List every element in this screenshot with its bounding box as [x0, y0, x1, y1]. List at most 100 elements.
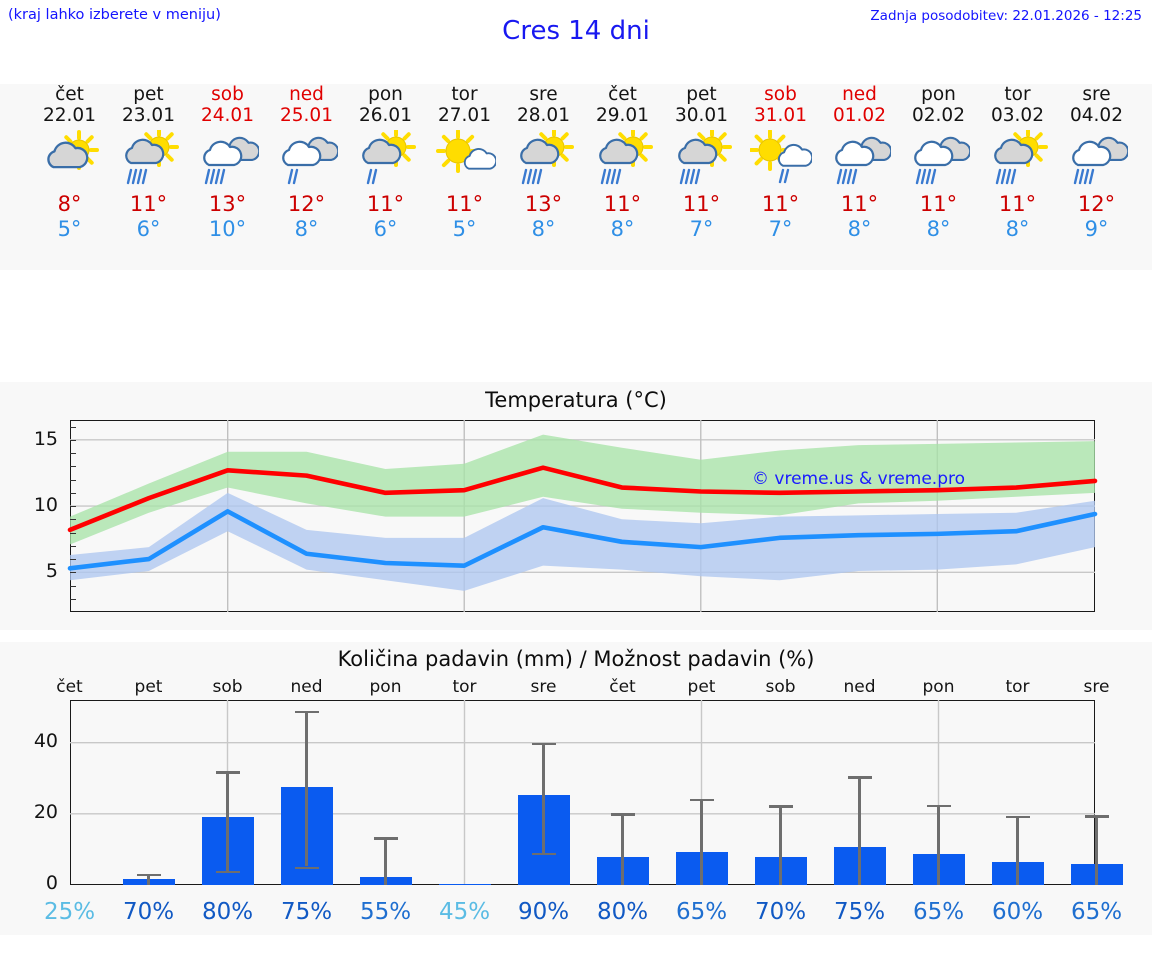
- day-name: sre: [1082, 84, 1111, 105]
- day-name: pet: [133, 84, 164, 105]
- precip-error-bar: [621, 813, 624, 885]
- precip-error-bar: [1095, 815, 1098, 885]
- precip-day-label: čet: [56, 677, 83, 697]
- precip-day-label: ned: [843, 677, 876, 697]
- day-column[interactable]: čet 22.01 8° 5°: [30, 84, 109, 241]
- sun-cloud-light-rain-icon: [741, 129, 820, 191]
- temp-min: 10°: [208, 217, 247, 241]
- day-name: ned: [289, 84, 324, 105]
- temp-min: 7°: [689, 217, 714, 241]
- temperature-chart-band: Temperatura (°C) 5 10 15 © vreme.us & vreme.…: [0, 382, 1152, 630]
- precip-day-label: sob: [212, 677, 243, 697]
- y-axis-minor-tick: [70, 559, 76, 561]
- y-axis-minor-tick: [70, 426, 76, 428]
- day-column[interactable]: sob 24.01 13° 10°: [188, 84, 267, 241]
- precip-error-cap-top: [926, 804, 951, 808]
- day-column[interactable]: pon 02.02 11° 8°: [899, 84, 978, 241]
- y-axis-minor-tick: [70, 532, 76, 534]
- day-date: 27.01: [438, 105, 491, 126]
- day-column[interactable]: pon 26.01 11° 6°: [346, 84, 425, 241]
- temperature-series-svg: [67, 420, 1098, 612]
- temp-min: 5°: [452, 217, 477, 241]
- day-name: čet: [608, 84, 637, 105]
- y-axis-minor-tick: [70, 439, 76, 441]
- precip-error-bar: [779, 805, 782, 885]
- precip-probability: 65%: [675, 899, 728, 925]
- precip-error-cap-top: [531, 742, 556, 746]
- precip-probability: 65%: [912, 899, 965, 925]
- temp-max: 11°: [366, 192, 405, 216]
- precipitation-series-svg: [70, 700, 1095, 885]
- temperature-line: [67, 465, 1098, 533]
- y-axis-tick-label: 40: [33, 729, 58, 752]
- day-date: 01.02: [833, 105, 886, 126]
- precip-day-label: čet: [609, 677, 636, 697]
- cloudy-rain-icon: [899, 129, 978, 191]
- day-name: pon: [921, 84, 956, 105]
- precip-day-label: pet: [134, 677, 163, 697]
- page-title: Cres 14 dni: [502, 16, 650, 46]
- day-date: 28.01: [517, 105, 570, 126]
- temp-max: 11°: [761, 192, 800, 216]
- precip-day-label: pon: [922, 677, 955, 697]
- temp-min: 8°: [531, 217, 556, 241]
- y-axis-minor-tick: [70, 453, 76, 455]
- precip-day-label: pet: [687, 677, 716, 697]
- day-column[interactable]: sob 31.01 11° 7°: [741, 84, 820, 241]
- precip-day-label: pon: [369, 677, 402, 697]
- precip-error-bar: [1016, 815, 1019, 885]
- precip-error-bar: [700, 798, 703, 885]
- precip-probability: 55%: [359, 899, 412, 925]
- precip-error-cap-top: [1084, 815, 1109, 818]
- page-header: (kraj lahko izberete v meniju) Cres 14 d…: [0, 0, 1152, 62]
- precip-day-label: tor: [452, 677, 477, 697]
- y-axis-minor-tick: [70, 545, 76, 547]
- temp-max: 11°: [998, 192, 1037, 216]
- precip-day-label: sre: [1083, 677, 1110, 697]
- partly-cloudy-icon: [30, 129, 109, 191]
- y-axis-minor-tick: [70, 466, 76, 468]
- day-date: 23.01: [122, 105, 175, 126]
- precip-probability: 70%: [754, 899, 807, 925]
- precip-probability: 90%: [517, 899, 570, 925]
- temp-max: 13°: [524, 192, 563, 216]
- precip-bar[interactable]: [438, 883, 491, 886]
- cloudy-rain-icon: [820, 129, 899, 191]
- last-updated: Zadnja posodobitev: 22.01.2026 - 12:25: [870, 8, 1142, 24]
- day-column[interactable]: tor 27.01 11° 5°: [425, 84, 504, 241]
- day-column[interactable]: pet 23.01 11° 6°: [109, 84, 188, 241]
- precip-error-cap-top: [136, 873, 161, 877]
- temp-min: 6°: [136, 217, 161, 241]
- precip-probability: 65%: [1070, 899, 1123, 925]
- day-date: 04.02: [1070, 105, 1123, 126]
- y-axis-minor-tick: [70, 572, 76, 574]
- precip-error-cap-top: [1005, 815, 1030, 819]
- day-column[interactable]: sre 04.02 12° 9°: [1057, 84, 1136, 241]
- precip-probability: 80%: [201, 899, 254, 925]
- day-column[interactable]: pet 30.01 11° 7°: [662, 84, 741, 241]
- day-column[interactable]: sre 28.01 13° 8°: [504, 84, 583, 241]
- temperature-band: [70, 434, 1095, 545]
- day-column[interactable]: ned 25.01 12° 8°: [267, 84, 346, 241]
- temp-max: 8°: [57, 192, 82, 216]
- y-axis-minor-tick: [70, 479, 76, 481]
- day-column[interactable]: čet 29.01 11° 8°: [583, 84, 662, 241]
- precip-error-bar: [147, 873, 150, 885]
- precip-probability: 80%: [596, 899, 649, 925]
- copyright-watermark: © vreme.us & vreme.pro: [752, 469, 966, 489]
- menu-hint: (kraj lahko izberete v meniju): [8, 7, 221, 23]
- y-axis-minor-tick: [70, 519, 76, 521]
- day-column[interactable]: tor 03.02 11° 8°: [978, 84, 1057, 241]
- temp-min: 8°: [926, 217, 951, 241]
- temp-max: 11°: [840, 192, 879, 216]
- day-date: 24.01: [201, 105, 254, 126]
- day-date: 02.02: [912, 105, 965, 126]
- day-date: 29.01: [596, 105, 649, 126]
- day-column[interactable]: ned 01.02 11° 8°: [820, 84, 899, 241]
- day-name: ned: [842, 84, 877, 105]
- partly-cloudy-light-rain-icon: [346, 129, 425, 191]
- y-axis-tick-label: 10: [33, 494, 58, 517]
- day-name: sob: [211, 84, 244, 105]
- precip-day-label: sre: [530, 677, 557, 697]
- temp-max: 11°: [919, 192, 958, 216]
